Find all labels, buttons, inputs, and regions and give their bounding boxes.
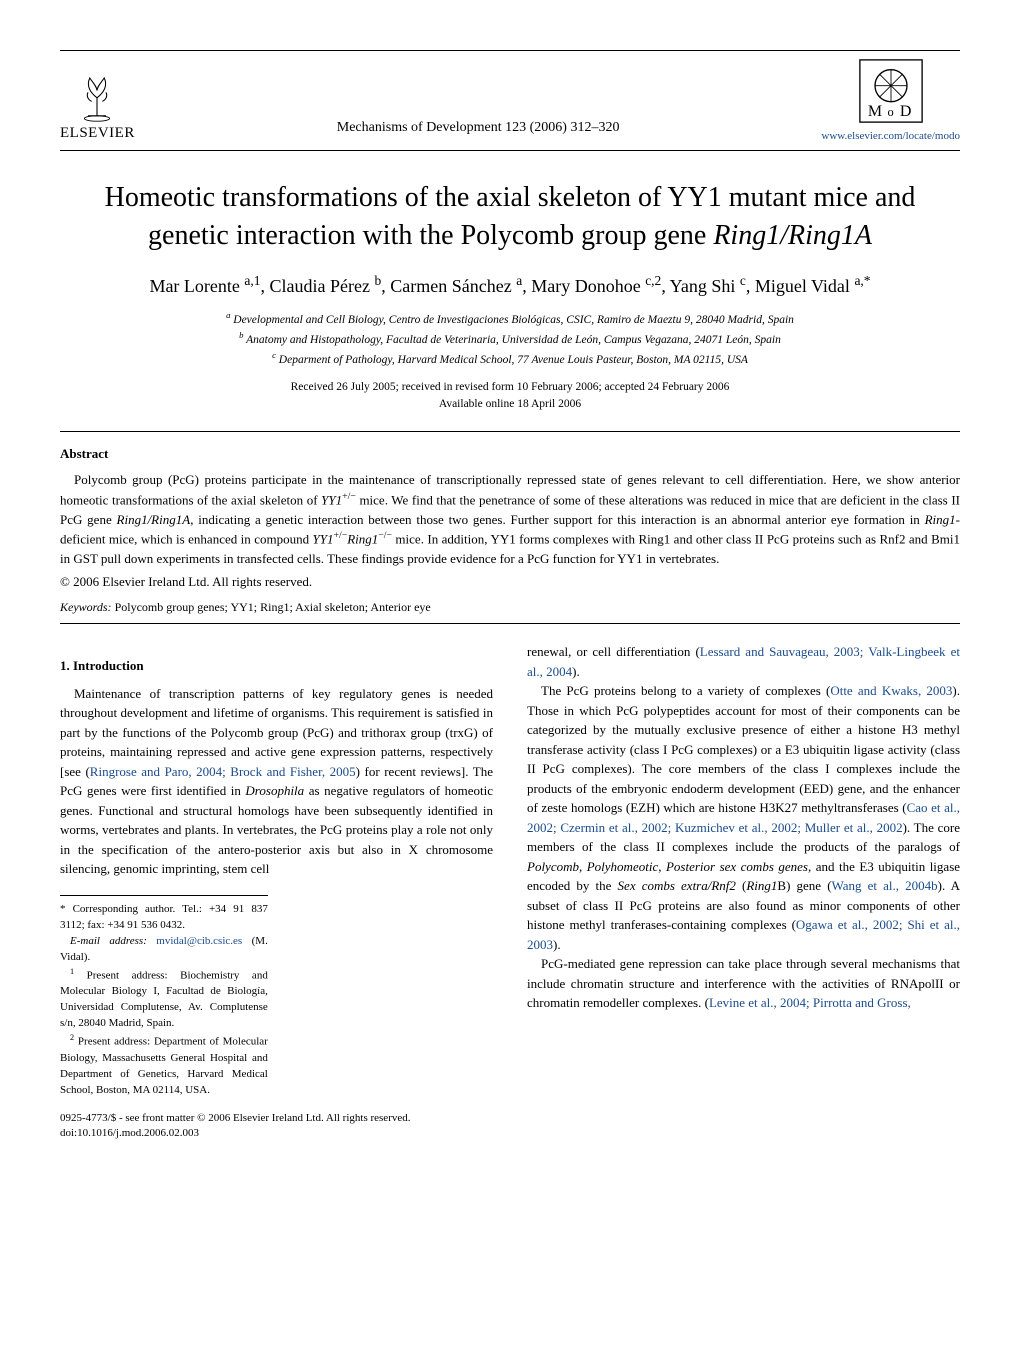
footnotes-block: * Corresponding author. Tel.: +34 91 837… [60,895,268,1099]
keywords-label: Keywords: [60,600,112,614]
journal-url[interactable]: www.elsevier.com/locate/modo [821,130,960,142]
publisher-name: ELSEVIER [60,125,135,142]
affiliations-block: a Developmental and Cell Biology, Centro… [60,309,960,369]
copyright-line: © 2006 Elsevier Ireland Ltd. All rights … [60,574,960,590]
svg-text:D: D [900,103,912,120]
footnote-1: 1 Present address: Biochemistry and Mole… [60,966,268,1032]
title-gene-name: Ring1/Ring1A [713,220,872,251]
divider-rule [60,623,960,624]
col2-paragraph-3: PcG-mediated gene repression can take pl… [527,954,960,1013]
col2-paragraph-2: The PcG proteins belong to a variety of … [527,681,960,954]
intro-paragraph-1: Maintenance of transcription patterns of… [60,684,493,879]
footnote-2: 2 Present address: Department of Molecul… [60,1032,268,1098]
svg-text:o: o [887,105,893,119]
affiliation-a: a Developmental and Cell Biology, Centro… [60,309,960,329]
journal-citation: Mechanisms of Development 123 (2006) 312… [135,120,822,136]
article-dates: Received 26 July 2005; received in revis… [60,379,960,414]
abstract-paragraph: Polycomb group (PcG) proteins participat… [60,470,960,568]
email-link[interactable]: mvidal@cib.csic.es [156,935,242,947]
paper-title: Homeotic transformations of the axial sk… [60,179,960,255]
affiliation-b: b Anatomy and Histopathology, Facultad d… [60,329,960,349]
divider-rule [60,431,960,432]
dates-online: Available online 18 April 2006 [60,396,960,413]
affiliation-c: c Deparment of Pathology, Harvard Medica… [60,349,960,369]
footnote-corresponding: * Corresponding author. Tel.: +34 91 837… [60,902,268,934]
elsevier-tree-icon [70,69,124,123]
body-two-column: 1. Introduction Maintenance of transcrip… [60,642,960,1142]
journal-logo-block: M o D www.elsevier.com/locate/modo [821,59,960,142]
keywords-text: Polycomb group genes; YY1; Ring1; Axial … [115,600,431,614]
column-left: 1. Introduction Maintenance of transcrip… [60,642,493,1142]
doi-line-2: doi:10.1016/j.mod.2006.02.003 [60,1126,493,1142]
col2-continuation: renewal, or cell differentiation (Lessar… [527,642,960,681]
title-line-2: genetic interaction with the Polycomb gr… [148,220,713,251]
title-line-1: Homeotic transformations of the axial sk… [105,182,916,213]
abstract-body: Polycomb group (PcG) proteins participat… [60,470,960,568]
intro-heading: 1. Introduction [60,656,493,676]
svg-text:M: M [868,103,882,120]
journal-header: ELSEVIER Mechanisms of Development 123 (… [60,50,960,151]
dates-received: Received 26 July 2005; received in revis… [60,379,960,396]
abstract-heading: Abstract [60,446,960,462]
keywords-line: Keywords: Polycomb group genes; YY1; Rin… [60,600,960,615]
mod-logo-icon: M o D [859,59,923,123]
doi-block: 0925-4773/$ - see front matter © 2006 El… [60,1111,493,1143]
column-right: renewal, or cell differentiation (Lessar… [527,642,960,1142]
journal-citation-block: Mechanisms of Development 123 (2006) 312… [135,120,822,136]
doi-line-1: 0925-4773/$ - see front matter © 2006 El… [60,1111,493,1127]
author-list: Mar Lorente a,1, Claudia Pérez b, Carmen… [60,273,960,297]
footnote-email: E-mail address: mvidal@cib.csic.es (M. V… [60,934,268,966]
publisher-block: ELSEVIER [60,69,135,142]
